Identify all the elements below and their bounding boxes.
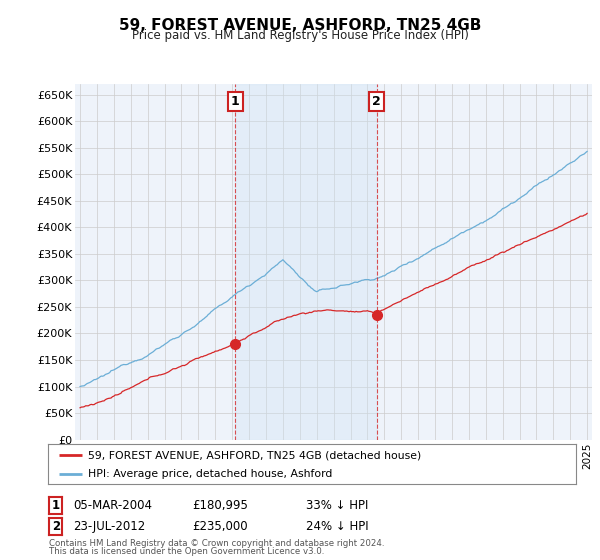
- Text: 59, FOREST AVENUE, ASHFORD, TN25 4GB: 59, FOREST AVENUE, ASHFORD, TN25 4GB: [119, 18, 481, 33]
- Text: 1: 1: [230, 95, 239, 108]
- Text: 05-MAR-2004: 05-MAR-2004: [73, 498, 152, 512]
- Text: 59, FOREST AVENUE, ASHFORD, TN25 4GB (detached house): 59, FOREST AVENUE, ASHFORD, TN25 4GB (de…: [88, 450, 421, 460]
- Text: £235,000: £235,000: [192, 520, 248, 533]
- Text: 24% ↓ HPI: 24% ↓ HPI: [306, 520, 368, 533]
- Text: 2: 2: [373, 95, 381, 108]
- Text: 2: 2: [52, 520, 60, 533]
- Text: £180,995: £180,995: [192, 498, 248, 512]
- Text: 1: 1: [52, 498, 60, 512]
- Text: 33% ↓ HPI: 33% ↓ HPI: [306, 498, 368, 512]
- Text: 23-JUL-2012: 23-JUL-2012: [73, 520, 145, 533]
- Text: HPI: Average price, detached house, Ashford: HPI: Average price, detached house, Ashf…: [88, 469, 332, 479]
- Text: Contains HM Land Registry data © Crown copyright and database right 2024.: Contains HM Land Registry data © Crown c…: [49, 539, 385, 548]
- Text: This data is licensed under the Open Government Licence v3.0.: This data is licensed under the Open Gov…: [49, 547, 325, 556]
- Bar: [235, 84, 377, 440]
- Text: Price paid vs. HM Land Registry's House Price Index (HPI): Price paid vs. HM Land Registry's House …: [131, 29, 469, 42]
